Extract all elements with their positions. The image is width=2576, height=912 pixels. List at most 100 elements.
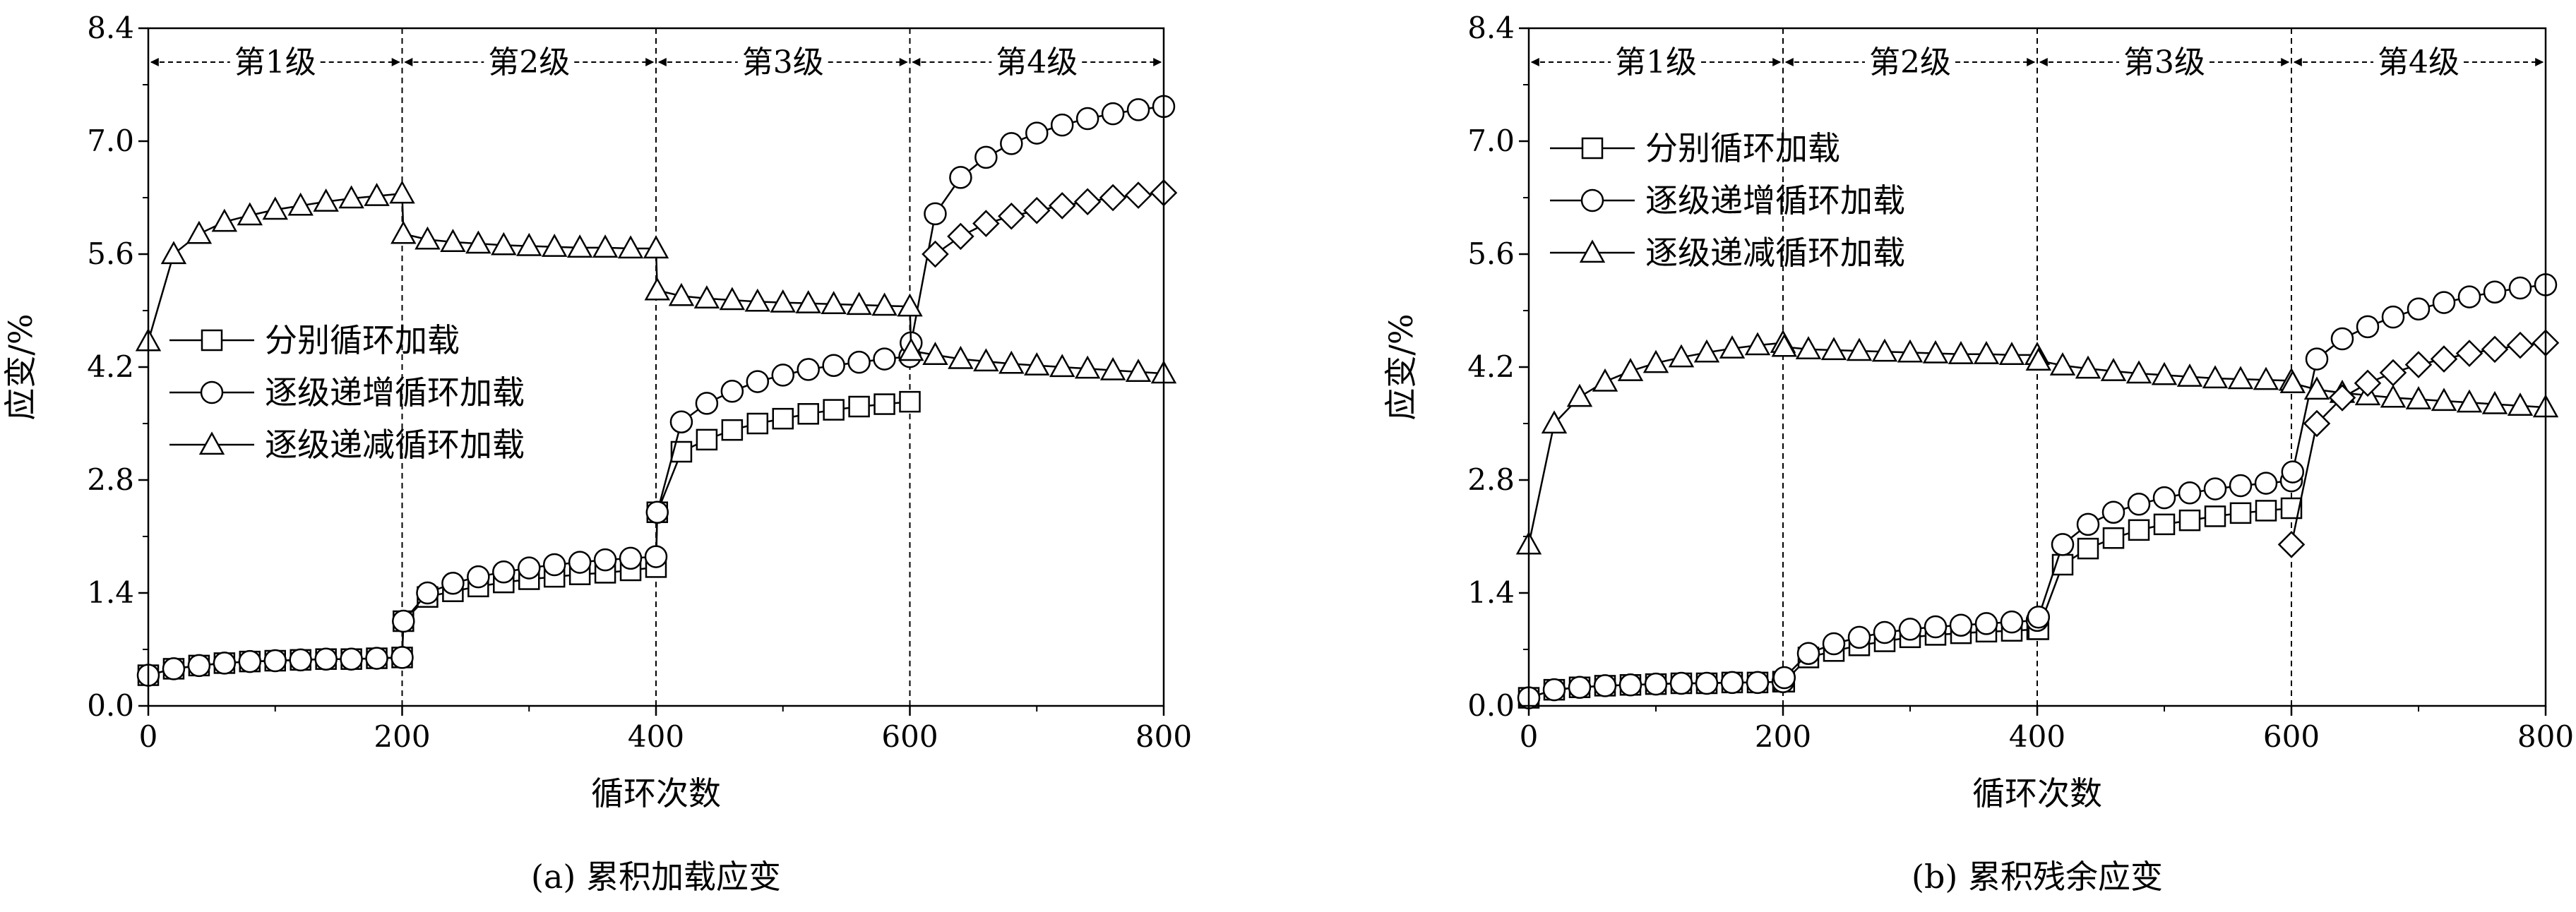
panel-a-data-point bbox=[770, 289, 796, 313]
panel-b-legend-marker bbox=[1581, 137, 1604, 160]
panel-b-data-point bbox=[1642, 349, 1669, 373]
panel-b-data-point bbox=[2305, 347, 2329, 371]
panel-a-data-point bbox=[415, 226, 441, 250]
panel-b-y-tick-label: 0.0 bbox=[1467, 688, 1515, 723]
panel-a-data-point bbox=[467, 565, 490, 589]
panel-b-data-point bbox=[1922, 340, 1949, 364]
panel-a-data-point bbox=[1048, 192, 1076, 220]
panel-b-data-point bbox=[2227, 366, 2254, 390]
panel-b-data-point bbox=[2407, 297, 2431, 320]
panel-a-data-point bbox=[744, 288, 771, 312]
panel-b-caption: (b) 累积残余应变 bbox=[1912, 858, 2163, 896]
panel-a-data-point bbox=[823, 399, 845, 421]
panel-a-x-tick-label: 800 bbox=[1135, 719, 1192, 754]
panel-a-data-point bbox=[1101, 102, 1125, 126]
panel-b-legend-label: 逐级递减循环加载 bbox=[1645, 234, 1905, 272]
panel-a-data-point bbox=[847, 350, 871, 374]
panel-a-data-point bbox=[338, 185, 364, 209]
panel-b-data-point bbox=[2405, 386, 2432, 409]
panel-a-legend-item-circle: 逐级递增循环加载 bbox=[169, 373, 525, 412]
panel-b-y-tick-label: 2.8 bbox=[1467, 462, 1515, 497]
panel-b-data-point bbox=[1746, 671, 1770, 695]
panel-a-stage-label: 第2级 bbox=[488, 44, 570, 80]
panel-a-data-point bbox=[998, 350, 1025, 374]
panel-a-data-point bbox=[491, 232, 517, 256]
panel-b-data-point bbox=[2176, 364, 2203, 387]
panel-a-axes: 0.0 1.4 2.8 4.2 5.6 7.0 8.4 0 200 400 600 800 bbox=[87, 11, 1192, 754]
panel-a-caption: (a) 累积加载应变 bbox=[531, 858, 781, 896]
panel-b-data-point bbox=[2000, 610, 2024, 634]
panel-b-data-point bbox=[1771, 333, 1798, 357]
panel-a-data-point bbox=[289, 648, 312, 672]
panel-b-y-axis-label: 应变/% bbox=[1382, 313, 1420, 420]
panel-a-data-point bbox=[643, 235, 669, 259]
panel-b-legend-marker bbox=[1580, 188, 1604, 212]
panel-a-legend-marker bbox=[200, 380, 224, 404]
panel-b-data-point bbox=[1998, 342, 2025, 365]
panel-b-data-point bbox=[2432, 291, 2456, 314]
panel-a-data-point bbox=[592, 234, 619, 258]
panel-a-stage-label: 第3级 bbox=[742, 44, 824, 80]
panel-b-data-point bbox=[1744, 332, 1771, 356]
panel-b-data-point bbox=[2100, 358, 2127, 381]
panel-a-data-point bbox=[160, 241, 187, 265]
panel-a-data-point bbox=[797, 403, 819, 425]
panel-b-data-point bbox=[1846, 337, 1873, 361]
panel-a-data-point bbox=[1099, 356, 1126, 380]
panel-b-data-point bbox=[1974, 612, 1998, 635]
panel-b-data-point bbox=[2076, 512, 2100, 536]
panel-a-data-point bbox=[542, 553, 566, 577]
panel-a-data-point bbox=[772, 407, 794, 430]
panel-b-data-point bbox=[1593, 674, 1617, 697]
panel-b-data-point bbox=[1541, 410, 1568, 434]
panel-a-data-point bbox=[899, 390, 921, 413]
panel-a-data-point bbox=[645, 500, 669, 524]
panel-b-data-point bbox=[2354, 369, 2382, 397]
panel-b-data-point bbox=[2127, 493, 2151, 516]
panel-a-data-point bbox=[262, 196, 288, 220]
panel-a-data-point bbox=[187, 654, 211, 678]
panel-a-data-point bbox=[670, 440, 693, 463]
panel-a-data-point bbox=[822, 354, 845, 377]
panel-b-data-point bbox=[2481, 390, 2508, 414]
panel-a-legend-marker bbox=[201, 329, 223, 352]
panel-b-data-point bbox=[1897, 339, 1924, 363]
panel-a-y-tick-label: 1.4 bbox=[87, 575, 134, 610]
panel-a-data-point bbox=[313, 188, 339, 212]
panel-b-data-point bbox=[2255, 500, 2277, 522]
panel-b-data-point bbox=[2508, 276, 2532, 300]
panel-b-data-point bbox=[2202, 365, 2229, 389]
panel-b-data-point bbox=[2481, 335, 2509, 364]
panel-a-data-point bbox=[1022, 197, 1051, 224]
panel-a-y-tick-label: 5.6 bbox=[87, 236, 134, 271]
panel-a-data-point bbox=[693, 285, 720, 308]
panel-b-data-point bbox=[2229, 474, 2253, 498]
panel-a-legend-label: 逐级递增循环加载 bbox=[265, 373, 525, 412]
panel-a-data-point bbox=[922, 342, 948, 365]
panel-a-x-tick-label: 400 bbox=[628, 719, 684, 754]
panel-b-data-point bbox=[2125, 360, 2152, 384]
panel-b-stage-label: 第2级 bbox=[1869, 44, 1951, 80]
panel-a-y-axis-label: 应变/% bbox=[1, 313, 40, 420]
panel-a-stage-label: 第4级 bbox=[996, 44, 1078, 80]
panel-a-x-tick-label: 0 bbox=[139, 719, 158, 754]
panel-a-data-point bbox=[1126, 98, 1150, 121]
panel-b-legend-marker bbox=[1579, 239, 1606, 263]
panel-a-series-line bbox=[934, 191, 1164, 256]
panel-a-data-point bbox=[797, 358, 820, 381]
panel-b-data-point bbox=[1617, 358, 1644, 381]
panel-a-data-point bbox=[287, 192, 314, 216]
panel-b-legend-label: 逐级递增循环加载 bbox=[1645, 181, 1905, 220]
panel-a-series-line bbox=[148, 400, 910, 676]
panel-a-data-point bbox=[1050, 113, 1074, 137]
panel-a-x-tick-label: 600 bbox=[881, 719, 938, 754]
panel-b-data-point bbox=[2328, 384, 2356, 412]
panel-a-data-point bbox=[314, 647, 338, 671]
panel-b-x-axis-label: 循环次数 bbox=[1972, 774, 2102, 812]
panel-b-data-point bbox=[2128, 519, 2150, 541]
panel-b-data-point bbox=[1822, 632, 1846, 656]
panel-b-y-tick-label: 5.6 bbox=[1467, 236, 1515, 271]
panel-a-data-point bbox=[1075, 107, 1099, 131]
panel-b-data-point bbox=[1973, 341, 2000, 364]
panel-a-data-point bbox=[518, 556, 541, 580]
